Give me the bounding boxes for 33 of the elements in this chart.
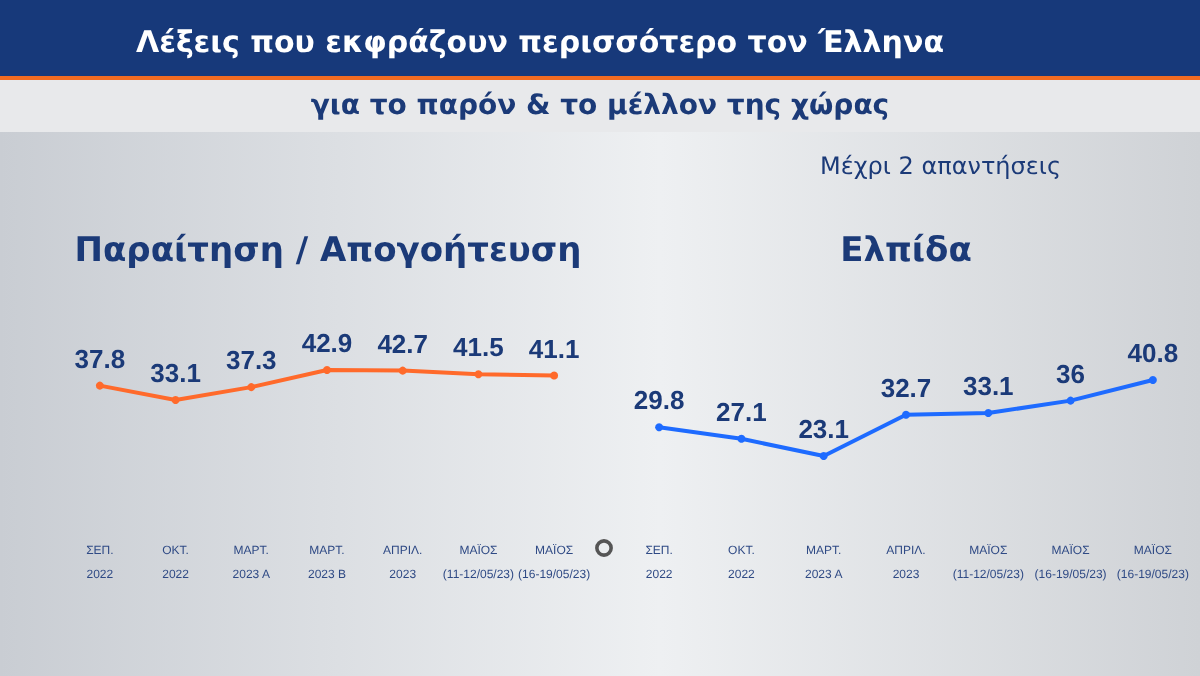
point — [474, 370, 483, 379]
point — [247, 383, 256, 392]
point — [550, 371, 559, 380]
text: Μέχρι 2 απαντήσεις — [820, 152, 1061, 180]
point — [171, 396, 180, 404]
chart-title: Παραίτηση / Απογοήτευση — [74, 231, 582, 271]
text: Λέξεις που εκφράζουν περισσότερο τον Έλληνα — [133, 24, 946, 60]
point — [984, 409, 993, 418]
point — [398, 366, 407, 375]
data-label: 33.1 — [150, 358, 201, 388]
data-label: 32.7 — [880, 372, 932, 403]
data-label: 42.9 — [301, 328, 353, 358]
point — [95, 381, 104, 390]
data-label: 37.3 — [225, 345, 277, 376]
point — [1148, 376, 1157, 384]
data-label: 29.8 — [633, 385, 685, 416]
point — [655, 423, 664, 432]
data-label: 41.5 — [453, 332, 504, 363]
data-label: 41.1 — [528, 333, 580, 364]
chart-title: Ελπίδα — [840, 231, 972, 271]
data-label: 36 — [1056, 358, 1086, 389]
point — [819, 452, 828, 460]
point — [1066, 396, 1075, 405]
point — [737, 434, 746, 443]
data-label: 37.8 — [74, 343, 126, 374]
data-label: 40.8 — [1127, 338, 1179, 368]
data-label: 27.1 — [716, 396, 767, 427]
text: για το παρόν & το μέλλον της χώρας — [0, 80, 1200, 132]
data-label: 42.7 — [377, 328, 429, 359]
point — [323, 366, 331, 374]
data-label: 33.1 — [962, 371, 1014, 402]
data-label: 23.1 — [798, 414, 850, 444]
point — [902, 410, 910, 419]
